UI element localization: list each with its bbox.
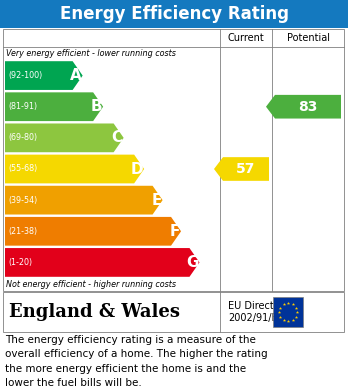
Polygon shape <box>5 217 181 246</box>
Text: D: D <box>130 161 143 176</box>
Bar <box>273 297 303 327</box>
Text: (92-100): (92-100) <box>8 71 42 80</box>
Text: 83: 83 <box>298 100 318 114</box>
Bar <box>3 292 344 332</box>
Polygon shape <box>5 124 124 152</box>
Polygon shape <box>5 186 163 215</box>
Polygon shape <box>5 248 199 277</box>
Polygon shape <box>5 154 144 183</box>
Text: A: A <box>70 68 82 83</box>
Text: 2002/91/EC: 2002/91/EC <box>228 313 284 323</box>
Text: The energy efficiency rating is a measure of the
overall efficiency of a home. T: The energy efficiency rating is a measur… <box>5 335 268 388</box>
Text: E: E <box>151 193 161 208</box>
Text: Potential: Potential <box>286 33 330 43</box>
Text: (39-54): (39-54) <box>8 196 37 204</box>
Bar <box>0 0 348 28</box>
Text: (55-68): (55-68) <box>8 165 37 174</box>
Text: (21-38): (21-38) <box>8 227 37 236</box>
Text: Very energy efficient - lower running costs: Very energy efficient - lower running co… <box>6 49 176 58</box>
Text: (1-20): (1-20) <box>8 258 32 267</box>
Text: (81-91): (81-91) <box>8 102 37 111</box>
Polygon shape <box>5 92 103 121</box>
Text: Energy Efficiency Rating: Energy Efficiency Rating <box>60 5 288 23</box>
Polygon shape <box>266 95 341 118</box>
Text: B: B <box>90 99 102 114</box>
Polygon shape <box>5 61 83 90</box>
Text: C: C <box>111 130 122 145</box>
Text: G: G <box>186 255 198 270</box>
Text: 57: 57 <box>236 162 256 176</box>
Text: Not energy efficient - higher running costs: Not energy efficient - higher running co… <box>6 280 176 289</box>
Bar <box>3 29 344 291</box>
Text: (69-80): (69-80) <box>8 133 37 142</box>
Text: England & Wales: England & Wales <box>9 303 180 321</box>
Text: Current: Current <box>228 33 264 43</box>
Text: EU Directive: EU Directive <box>228 301 288 311</box>
Text: F: F <box>170 224 180 239</box>
Polygon shape <box>214 157 269 181</box>
